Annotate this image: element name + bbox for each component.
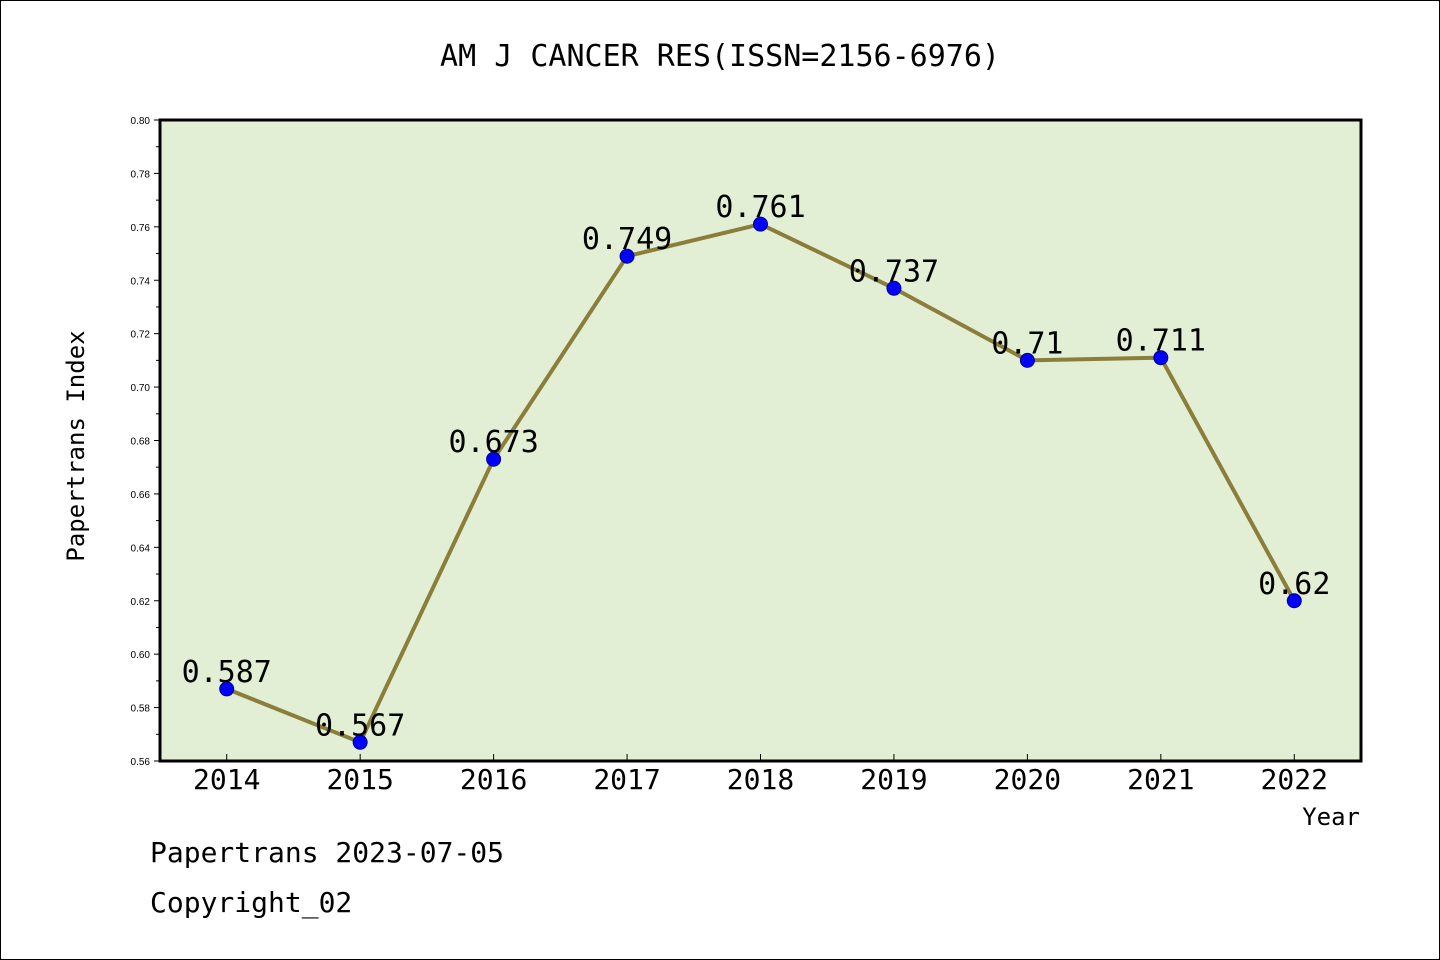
data-point [619,248,635,264]
data-label: 0.587 [182,655,272,690]
x-tick-label: 2021 [1127,763,1194,796]
y-tick-label: 0.58 [131,704,151,715]
data-point [1019,352,1035,368]
data-point [1153,350,1169,366]
y-tick-label: 0.56 [131,757,151,768]
y-axis-ticks: 0.56 0.58 0.60 0.62 0.64 0.66 0.68 0.70 0.72 0.74… [131,116,160,768]
data-label: 0.737 [849,254,939,289]
data-point [1286,593,1302,609]
y-tick-label: 0.66 [131,490,151,501]
footer-date: Papertrans 2023-07-05 [150,836,505,869]
data-point [753,216,768,232]
y-tick-label: 0.80 [131,116,151,127]
footer-copyright: Copyright_02 [150,886,353,919]
data-label: 0.761 [715,190,805,225]
y-tick-label: 0.76 [131,223,151,234]
x-tick-label: 2015 [326,763,393,796]
data-point [352,734,368,750]
data-point [486,451,502,467]
data-label: 0.711 [1116,324,1206,359]
data-label: 0.749 [582,222,672,257]
data-label: 0.567 [315,708,405,743]
x-axis-ticks: 2014 2015 2016 2017 2018 2019 2020 2021 2022 [193,754,1328,796]
y-axis-label: Papertrans Index [62,330,90,561]
series-group: 0.587 0.567 0.673 0.749 0.761 0.737 0.71 0.711 0… [182,190,1330,750]
y-tick-label: 0.60 [131,650,151,661]
x-tick-label: 2014 [193,763,260,796]
x-tick-label: 2016 [460,763,527,796]
data-label: 0.62 [1258,567,1330,602]
x-tick-label: 2019 [860,763,927,796]
y-tick-label: 0.78 [131,169,151,180]
data-label: 0.71 [991,326,1063,361]
x-tick-label: 2018 [727,763,794,796]
y-tick-label: 0.72 [131,330,151,341]
y-tick-label: 0.62 [131,597,151,608]
y-tick-label: 0.74 [131,276,151,287]
chart-title: AM J CANCER RES(ISSN=2156-6976) [440,39,1000,74]
x-tick-label: 2022 [1261,763,1328,796]
y-tick-label: 0.68 [131,437,151,448]
data-point [219,681,235,697]
x-axis-label: Year [1302,803,1360,831]
y-tick-label: 0.64 [131,543,151,554]
y-tick-label: 0.70 [131,383,151,394]
x-tick-label: 2017 [593,763,660,796]
x-tick-label: 2020 [994,763,1061,796]
data-point [886,280,902,296]
data-label: 0.673 [448,425,538,460]
